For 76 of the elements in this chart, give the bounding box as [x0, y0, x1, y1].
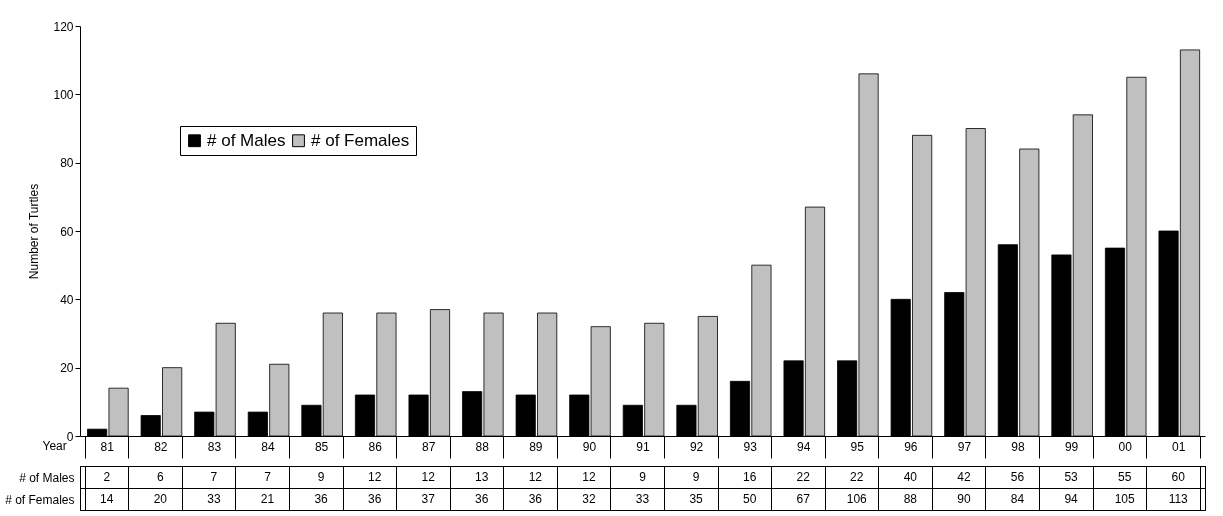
x-axis-title: Year — [42, 438, 67, 453]
y-tick-label: 120 — [53, 19, 74, 34]
x-tick-label: 01 — [1172, 439, 1186, 454]
data-label: 84 — [1010, 492, 1025, 506]
y-axis-title: Number of Turtles — [27, 183, 42, 280]
legend-label: # of Females — [311, 130, 410, 150]
y-tick-label: 20 — [60, 361, 74, 376]
data-label: 12 — [421, 470, 436, 484]
data-label: 16 — [742, 470, 757, 484]
data-label: 36 — [528, 492, 543, 506]
x-tick-label: 84 — [261, 439, 275, 454]
data-label: 37 — [421, 492, 436, 506]
data-label: 113 — [1168, 492, 1189, 506]
x-tick-label: 82 — [154, 439, 168, 454]
data-label: 55 — [1117, 470, 1132, 484]
data-label: 12 — [582, 470, 596, 484]
data-label: 7 — [210, 470, 218, 484]
data-label: 13 — [475, 470, 489, 484]
x-tick-label: 81 — [100, 439, 115, 454]
data-label: 33 — [207, 492, 221, 506]
x-tick-label: 89 — [529, 439, 543, 454]
data-label: 33 — [635, 492, 650, 506]
text: # of Males — [19, 470, 75, 485]
data-label: 35 — [689, 492, 704, 506]
x-tick-label: 96 — [904, 439, 918, 454]
data-label: 106 — [846, 492, 868, 506]
data-label: 32 — [582, 492, 596, 506]
x-tick-label: 95 — [850, 439, 865, 454]
legend-label: # of Males — [207, 130, 286, 150]
data-label: 90 — [957, 492, 971, 506]
data-label: 2 — [103, 470, 111, 484]
data-label: 22 — [850, 470, 864, 484]
x-tick-label: 93 — [743, 439, 758, 454]
y-tick-label: 0 — [66, 429, 74, 444]
y-tick-label: 60 — [60, 224, 74, 239]
x-tick-label: 87 — [422, 439, 436, 454]
x-tick-label: 98 — [1011, 439, 1025, 454]
x-tick-label: 97 — [957, 439, 972, 454]
x-tick-label: 00 — [1118, 439, 1133, 454]
data-label: 40 — [903, 470, 918, 484]
x-tick-label: 92 — [689, 439, 704, 454]
data-label: 12 — [367, 470, 382, 484]
data-label: 9 — [639, 470, 647, 484]
data-label: 9 — [692, 470, 700, 484]
x-tick-label: 90 — [582, 439, 597, 454]
data-label: 12 — [528, 470, 543, 484]
data-label: 20 — [153, 492, 168, 506]
data-label: 50 — [742, 492, 757, 506]
data-label: 7 — [264, 470, 272, 484]
x-tick-label: 83 — [207, 439, 222, 454]
x-tick-label: 99 — [1064, 439, 1079, 454]
data-label: 60 — [1171, 470, 1186, 484]
y-tick-label: 100 — [53, 87, 74, 102]
data-label: 36 — [314, 492, 329, 506]
y-tick-label: 40 — [60, 292, 74, 307]
data-label: 6 — [157, 470, 165, 484]
data-label: 105 — [1114, 492, 1135, 506]
data-label: 9 — [317, 470, 325, 484]
data-label: 21 — [260, 492, 275, 506]
x-tick-label: 91 — [636, 439, 650, 454]
data-label: 67 — [796, 492, 811, 506]
text: # of Females — [5, 492, 75, 507]
x-tick-label: 86 — [368, 439, 383, 454]
x-tick-label: 88 — [475, 439, 490, 454]
y-tick-label: 80 — [60, 156, 74, 171]
data-label: 42 — [957, 470, 971, 484]
data-label: 53 — [1064, 470, 1079, 484]
data-label: 36 — [475, 492, 489, 506]
x-tick-label: 94 — [797, 439, 811, 454]
x-tick-label: 85 — [314, 439, 329, 454]
data-label: 56 — [1010, 470, 1025, 484]
data-label: 36 — [367, 492, 382, 506]
data-label: 14 — [100, 492, 114, 506]
data-label: 22 — [796, 470, 811, 484]
data-label: 88 — [903, 492, 918, 506]
data-label: 94 — [1064, 492, 1079, 506]
